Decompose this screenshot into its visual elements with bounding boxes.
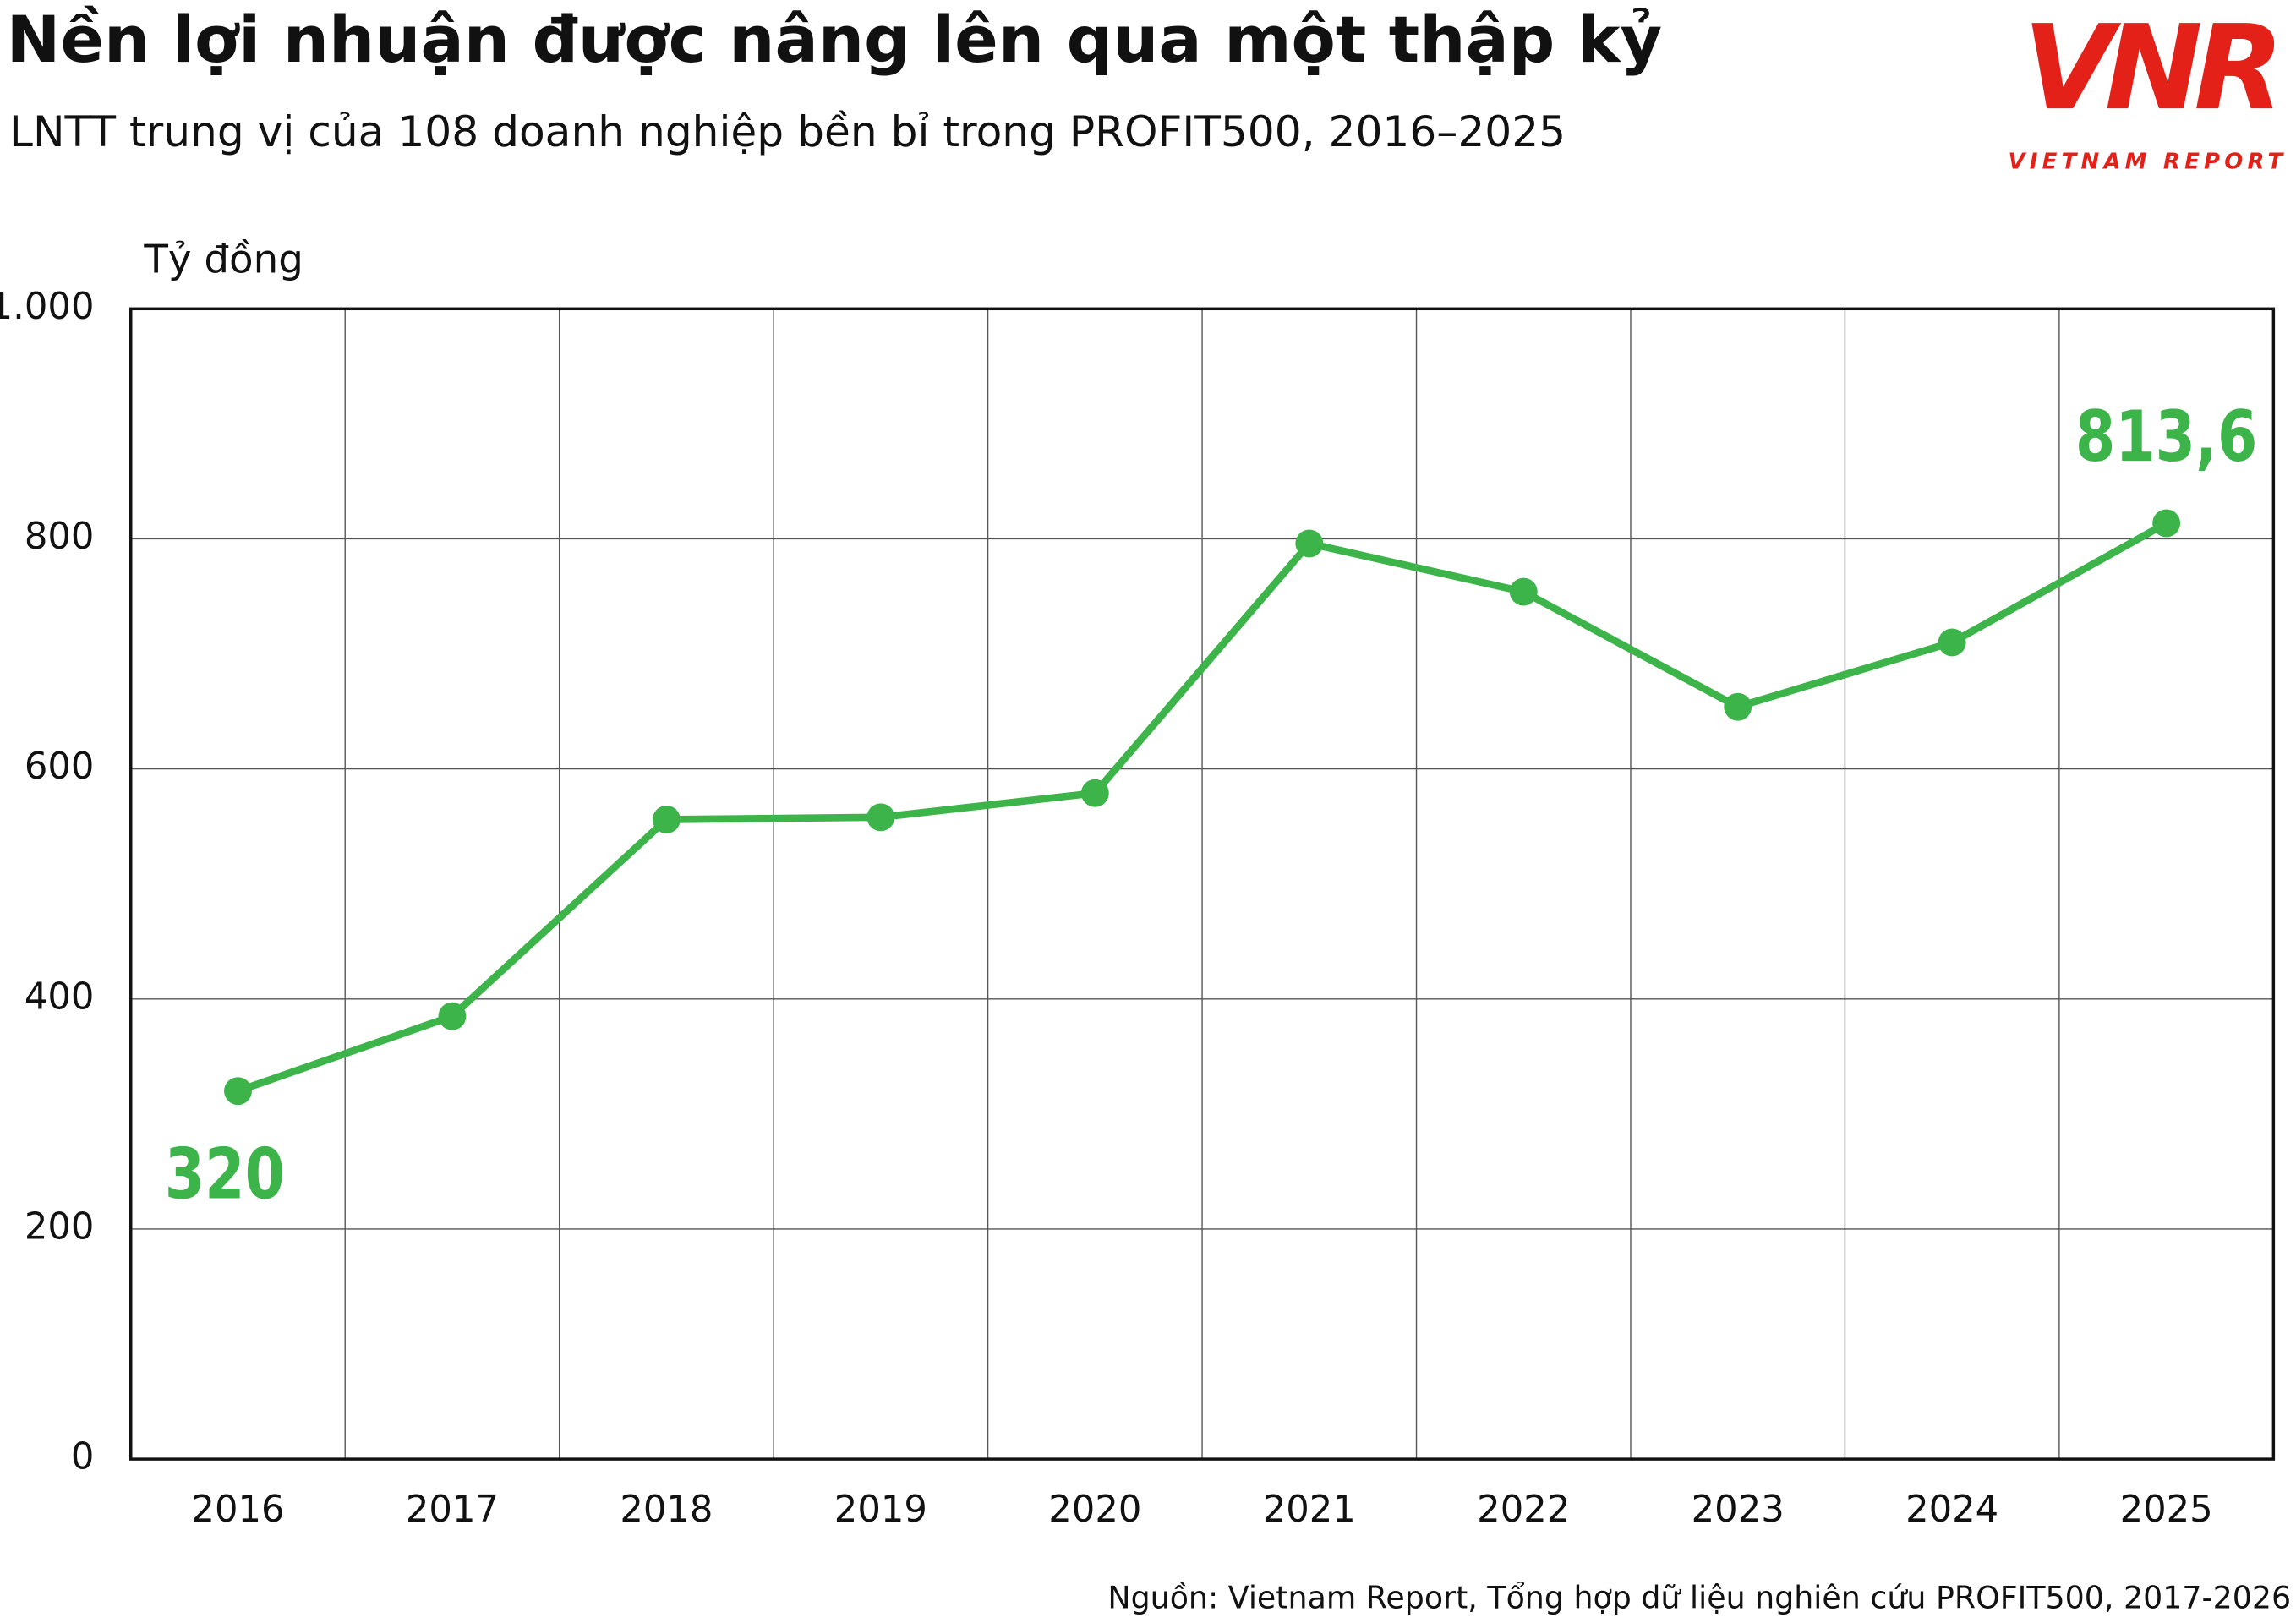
x-tick-label: 2017: [406, 1489, 499, 1531]
y-axis-label: Tỷ đồng: [143, 237, 303, 282]
marker: [1295, 529, 1324, 558]
line: [237, 520, 2168, 1095]
x-tick-label: 2024: [1905, 1489, 1998, 1531]
marker: [438, 1002, 467, 1030]
y-tick-label: 600: [25, 746, 95, 788]
marker: [1938, 628, 1966, 657]
x-tick-label: 2023: [1692, 1489, 1785, 1531]
plot-frame: [129, 307, 2276, 1461]
value-label: 320: [165, 1133, 285, 1215]
marker: [2152, 509, 2181, 538]
y-tick-label: 1.000: [0, 286, 94, 328]
x-tick-label: 2025: [2120, 1489, 2213, 1531]
y-tick-label: 400: [25, 975, 95, 1018]
marker: [1509, 577, 1538, 606]
x-tick-label: 2022: [1477, 1489, 1570, 1531]
x-tick-label: 2020: [1048, 1489, 1141, 1531]
x-tick-label: 2016: [191, 1489, 284, 1531]
source: Nguồn: Vietnam Report, Tổng hợp dữ liệu …: [1107, 1579, 2291, 1615]
value-label: 813,6: [2075, 395, 2258, 477]
y-tick-label: 200: [25, 1205, 95, 1248]
chart-subtitle: LNTT trung vị của 108 doanh nghiệp bền b…: [9, 107, 1566, 156]
y-tick-label: 0: [71, 1436, 95, 1478]
x-tick-label: 2021: [1263, 1489, 1356, 1531]
x-tick-label: 2019: [834, 1489, 927, 1531]
x-tick-label: 2018: [620, 1489, 713, 1531]
chart-title: Nền lợi nhuận được nâng lên qua một thập…: [7, 2, 1663, 77]
marker: [224, 1077, 252, 1106]
marker: [652, 806, 681, 833]
y-tick-label: 800: [25, 516, 95, 558]
marker: [1080, 779, 1109, 807]
marker: [866, 803, 895, 832]
logo-tagline: VIETNAM REPORT: [2009, 150, 2288, 175]
marker: [1724, 692, 1752, 721]
logo: VNR: [2023, 0, 2276, 136]
